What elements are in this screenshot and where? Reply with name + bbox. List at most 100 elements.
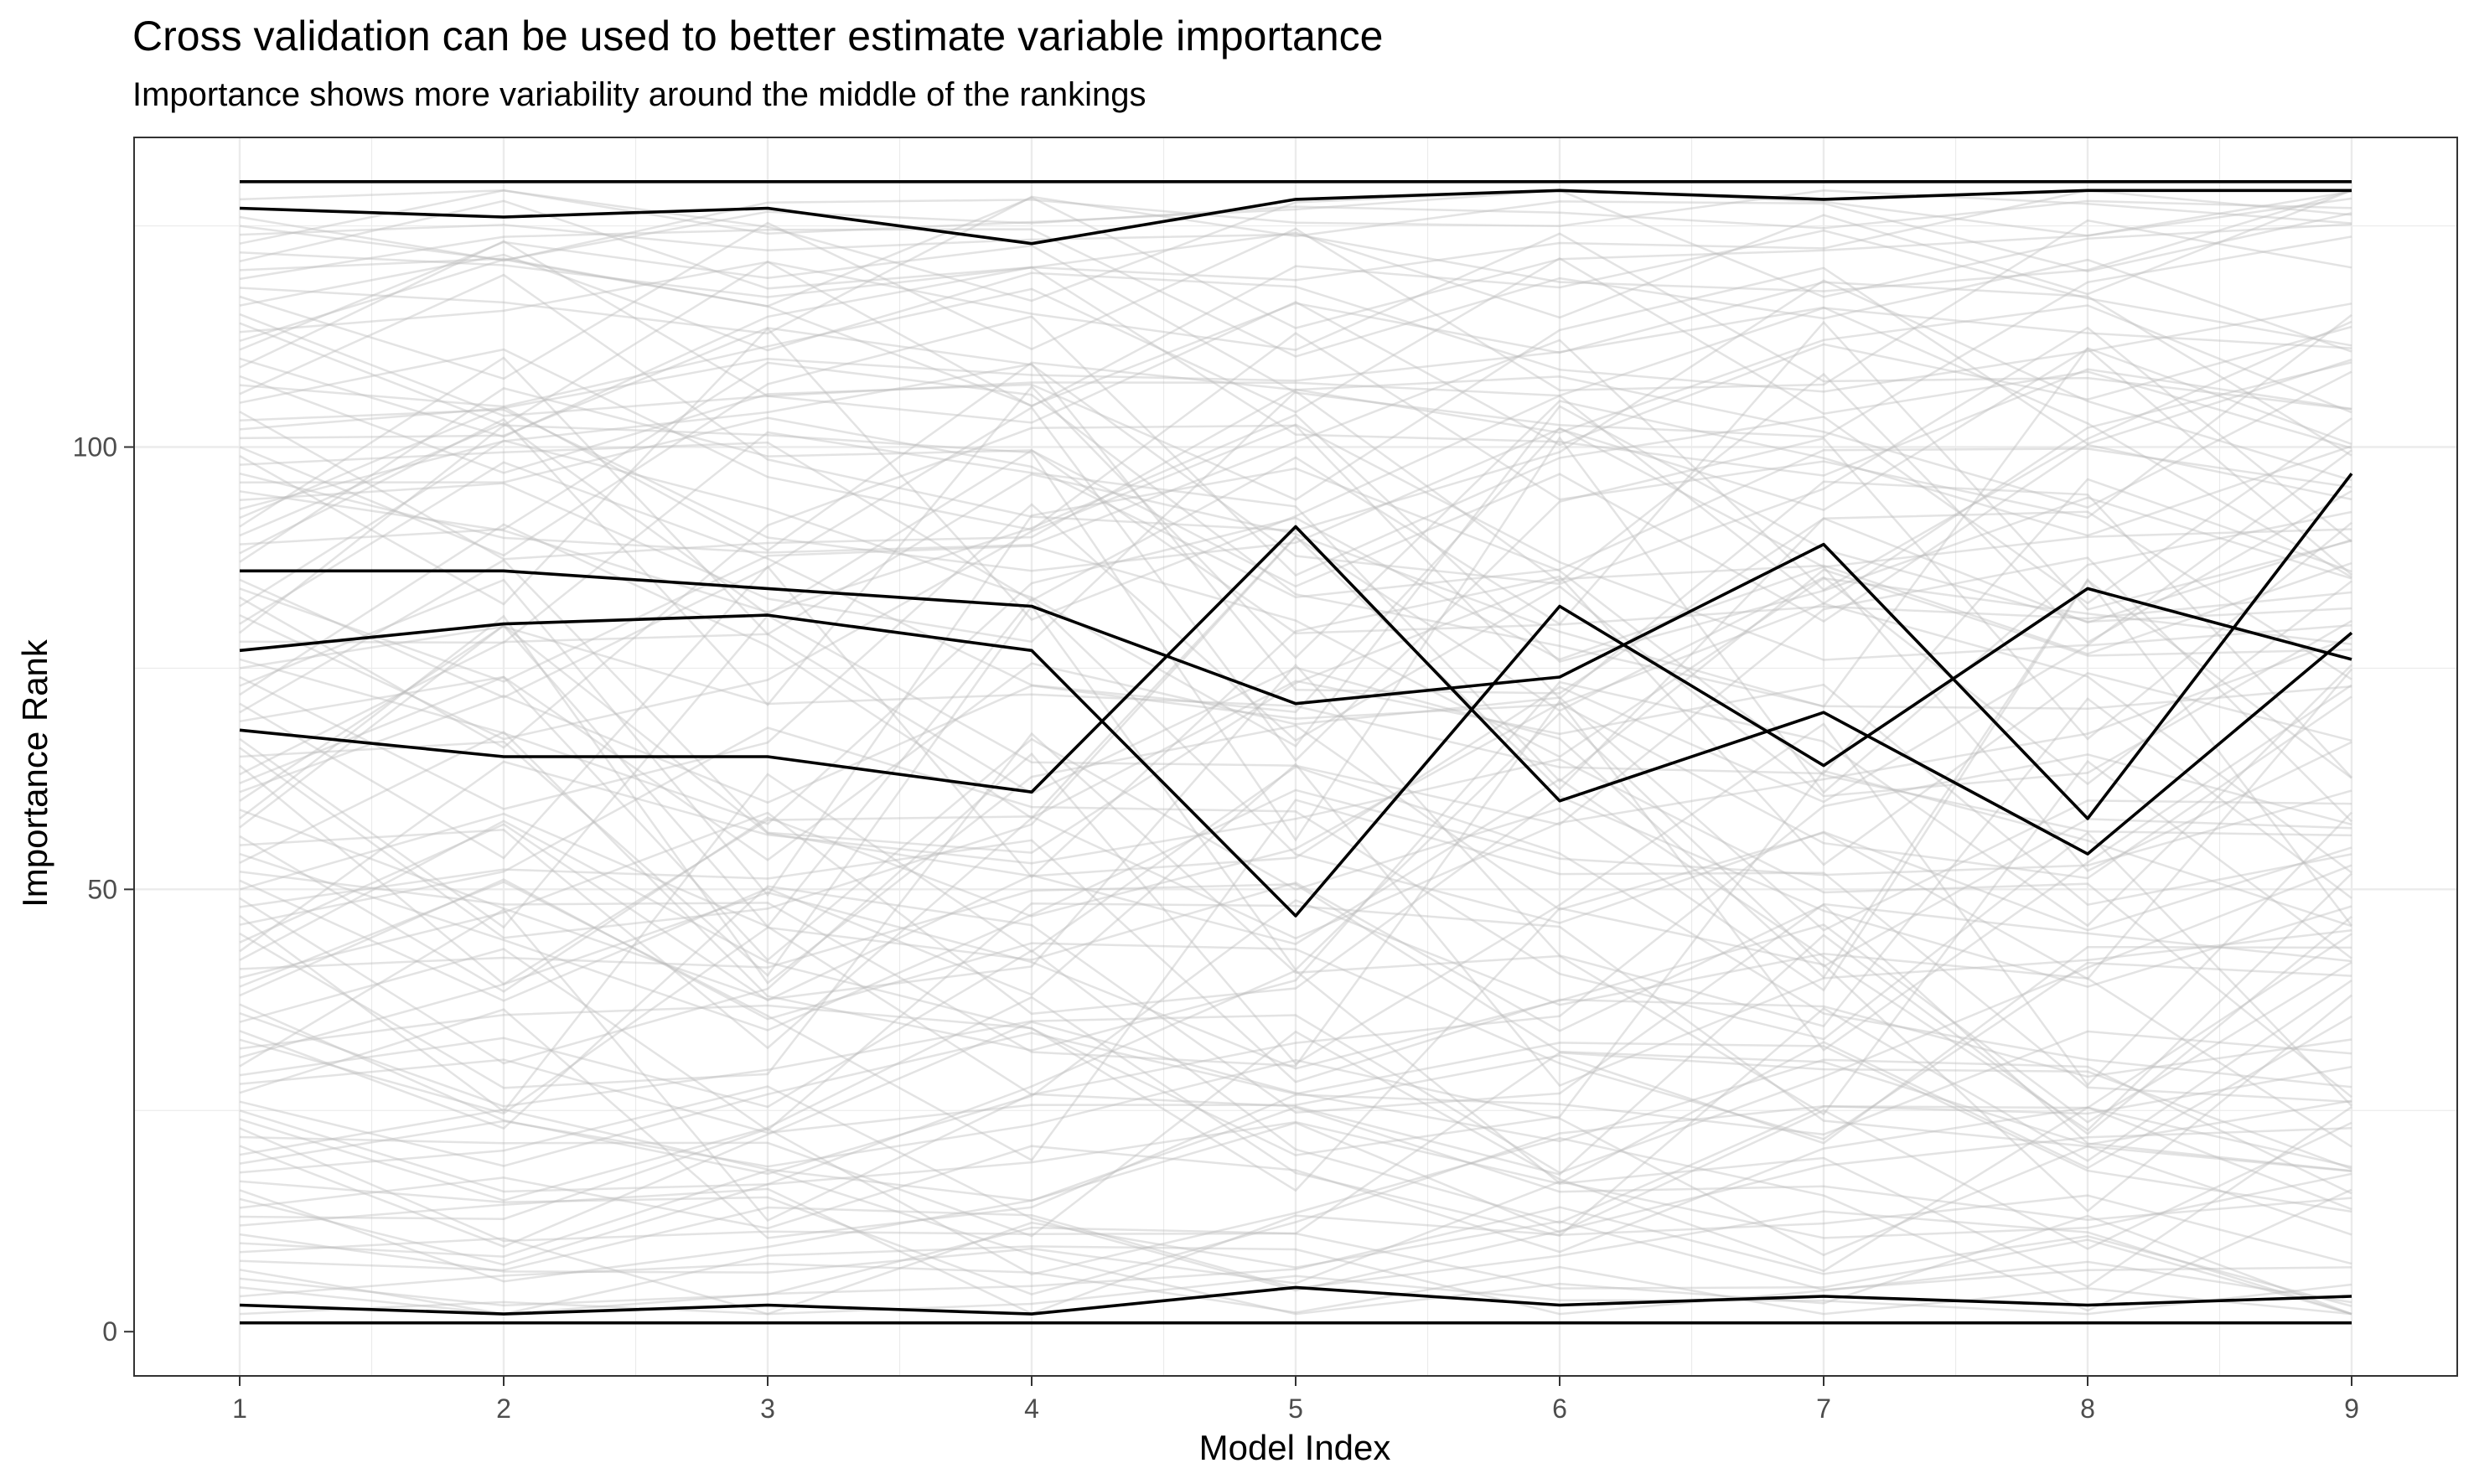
background-variable-line (239, 363, 2352, 695)
background-variable-line (239, 1021, 2352, 1248)
background-variable-line (239, 902, 2352, 1172)
background-variable-line (239, 907, 2352, 1223)
background-variable-line (239, 256, 2352, 450)
x-tick-label: 4 (1024, 1394, 1039, 1424)
background-variable-line (239, 1032, 2352, 1213)
background-variable-line (239, 883, 2352, 1146)
background-variable-line (239, 361, 2352, 552)
background-variable-line (239, 1245, 2352, 1316)
background-variable-line (239, 327, 2352, 621)
background-variable-line (239, 253, 2352, 393)
background-variable-line (239, 945, 2352, 1145)
x-tick-label: 2 (496, 1394, 511, 1424)
x-tick-label: 6 (1552, 1394, 1567, 1424)
background-variable-line (239, 970, 2352, 1193)
background-variable-line (239, 313, 2352, 531)
background-variable-line (239, 1058, 2352, 1257)
x-tick-label: 9 (2344, 1394, 2359, 1424)
background-variable-line (239, 189, 2352, 237)
background-variable-line (239, 578, 2352, 992)
background-variable-line (239, 266, 2352, 501)
background-variable-line (239, 467, 2352, 897)
background-variable-line (239, 266, 2352, 477)
background-variable-line (239, 726, 2352, 1107)
highlighted-variable-line (240, 473, 2353, 820)
background-variable-line (239, 199, 2352, 261)
chart-subtitle: Importance shows more variability around… (132, 76, 1146, 113)
background-variable-line (239, 722, 2352, 1087)
background-variable-line (239, 347, 2352, 708)
background-variable-line (239, 347, 2352, 577)
background-variable-line (239, 424, 2352, 842)
background-variable-line (239, 189, 2352, 262)
background-variable-line (239, 602, 2352, 874)
background-variable-line (239, 795, 2352, 1016)
highlighted-variable-line (239, 1285, 2352, 1316)
background-variable-line (239, 664, 2352, 1052)
background-variable-line (239, 304, 2352, 561)
gridlines (134, 137, 2457, 1376)
background-variable-line (239, 662, 2352, 932)
background-variable-line (239, 387, 2352, 634)
background-variable-line (239, 405, 2352, 748)
background-variable-line (239, 839, 2352, 1083)
background-variable-line (239, 1052, 2352, 1243)
background-variable-line (239, 503, 2352, 810)
highlighted-variable-line (239, 525, 2353, 856)
background-variable-line (239, 1065, 2352, 1295)
background-variable-line (239, 326, 2352, 586)
background-variable-line (239, 1030, 2352, 1273)
y-tick-label: 100 (73, 432, 117, 463)
background-variable-line (239, 765, 2352, 1114)
background-variable-line (239, 416, 2352, 598)
background-variable-line (239, 478, 2352, 775)
x-axis-title: Model Index (1199, 1428, 1391, 1467)
background-variable-line (239, 1085, 2352, 1292)
background-variable-line (239, 1187, 2352, 1315)
background-variable-line (239, 604, 2352, 977)
background-variable-line (239, 577, 2352, 980)
background-variable-line (239, 684, 2352, 1068)
background-variable-line (239, 933, 2352, 1224)
background-variable-line (239, 195, 2352, 335)
background-variable-line (239, 189, 2352, 292)
background-variable-line (239, 235, 2352, 438)
background-variable-line (239, 189, 2352, 302)
background-variable-line (239, 623, 2352, 877)
background-variable-line (239, 320, 2352, 592)
y-tick-label: 0 (102, 1316, 117, 1347)
y-tick-label: 50 (87, 874, 117, 904)
background-variable-line (239, 1127, 2352, 1312)
x-tick-label: 8 (2080, 1394, 2095, 1424)
background-variable-line (239, 1275, 2352, 1316)
background-variable-line (239, 1106, 2352, 1254)
background-variable-line (239, 372, 2352, 644)
background-variable-line (239, 517, 2352, 820)
x-tick-label: 5 (1288, 1394, 1303, 1424)
background-variable-line (239, 597, 2352, 932)
background-variable-line (239, 1220, 2352, 1316)
background-variable-line (239, 753, 2352, 1096)
highlighted-variable-line (239, 189, 2352, 246)
background-variable-line (239, 898, 2352, 1176)
x-tick-label: 1 (232, 1394, 247, 1424)
background-variable-line (239, 907, 2352, 1213)
background-variable-line (239, 1169, 2352, 1316)
background-variable-line (239, 1008, 2352, 1239)
background-variable-lines (239, 189, 2352, 1316)
highlighted-variable-line (239, 587, 2352, 918)
x-tick-label: 7 (1816, 1394, 1831, 1424)
background-variable-line (239, 565, 2352, 879)
axis-ticks: 1 2 3 4 5 6 7 8 9 0 50 100 (73, 432, 2359, 1425)
background-variable-line (239, 535, 2352, 939)
background-variable-line (239, 979, 2352, 1238)
background-variable-line (239, 891, 2352, 1124)
background-variable-line (239, 636, 2352, 985)
background-variable-line (239, 361, 2352, 710)
background-variable-line (239, 758, 2352, 1099)
background-variable-line (239, 680, 2352, 1050)
background-variable-line (239, 1109, 2352, 1283)
background-variable-line (239, 769, 2352, 1156)
background-variable-line (239, 240, 2352, 447)
